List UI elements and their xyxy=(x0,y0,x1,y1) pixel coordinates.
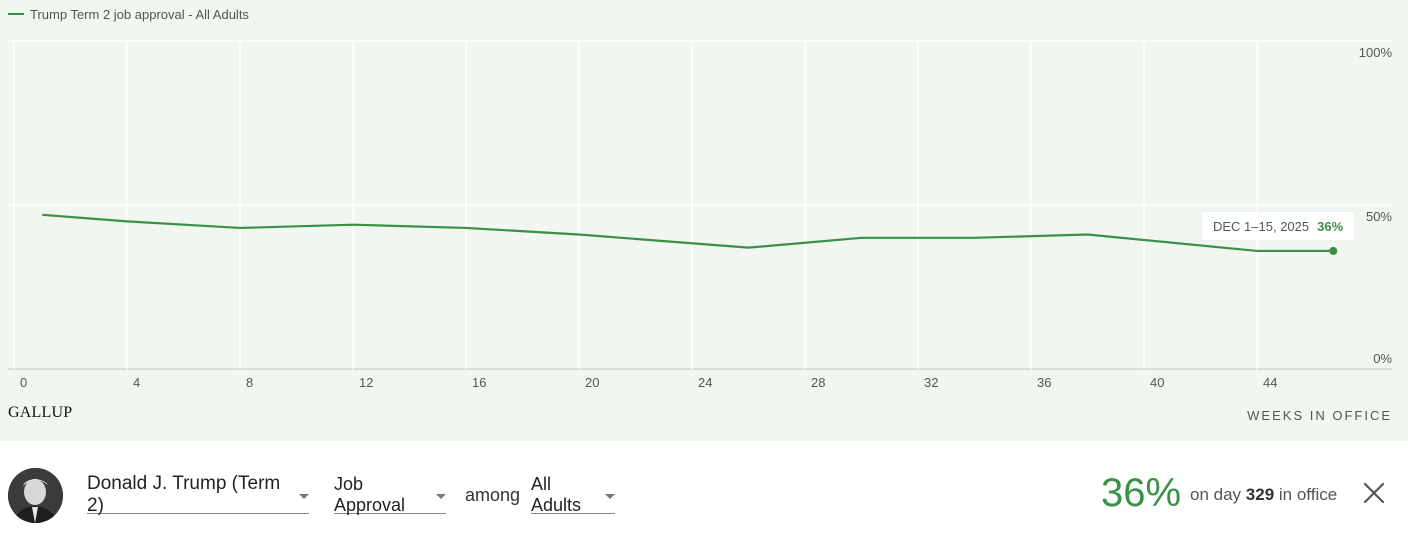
measure-select[interactable]: Job Approval xyxy=(334,474,446,515)
day-in-office-text: on day 329 in office xyxy=(1190,485,1337,505)
x-tick-label: 8 xyxy=(246,375,253,390)
legend-line-swatch xyxy=(8,13,24,15)
close-icon xyxy=(1363,482,1385,504)
chart-area: Trump Term 2 job approval - All Adults 0… xyxy=(0,0,1408,441)
y-tick-label: 50% xyxy=(1366,209,1392,224)
chevron-down-icon xyxy=(436,494,446,499)
president-select[interactable]: Donald J. Trump (Term 2) xyxy=(87,473,309,516)
x-tick-label: 20 xyxy=(585,375,599,390)
tooltip-date: DEC 1–15, 2025 xyxy=(1213,218,1310,234)
chevron-down-icon xyxy=(605,494,615,499)
x-tick-label: 36 xyxy=(1037,375,1051,390)
president-avatar xyxy=(8,468,63,523)
x-tick-label: 0 xyxy=(20,375,27,390)
president-select-value: Donald J. Trump (Term 2) xyxy=(87,473,281,516)
current-approval-value: 36% xyxy=(1101,471,1182,515)
gallup-logo: GALLUP xyxy=(8,404,73,421)
controls-bar: Donald J. Trump (Term 2) Job Approval am… xyxy=(0,441,1408,538)
close-button[interactable] xyxy=(1362,481,1386,505)
series-line xyxy=(42,213,1334,253)
x-tick-label: 4 xyxy=(133,375,140,390)
x-tick-label: 40 xyxy=(1150,375,1164,390)
x-tick-label: 44 xyxy=(1263,375,1277,390)
day-prefix: on day xyxy=(1190,485,1242,504)
x-tick-label: 28 xyxy=(811,375,825,390)
x-tick-label: 24 xyxy=(698,375,712,390)
measure-select-value: Job Approval xyxy=(334,474,406,515)
group-select-value: All Adults xyxy=(531,474,582,515)
data-tooltip: DEC 1–15, 2025 36% xyxy=(1202,212,1355,240)
y-tick-label: 100% xyxy=(1359,45,1393,60)
day-suffix: in office xyxy=(1278,485,1338,504)
y-tick-label: 0% xyxy=(1373,351,1392,366)
latest-point xyxy=(1329,246,1338,255)
group-select[interactable]: All Adults xyxy=(531,474,615,515)
tooltip-value: 36% xyxy=(1317,218,1344,234)
chevron-down-icon xyxy=(299,494,309,499)
approval-line-chart: 0 4 8 12 16 20 24 28 32 36 40 44 100% 50% 0% xyxy=(8,40,1393,390)
legend: Trump Term 2 job approval - All Adults xyxy=(8,6,249,22)
x-tick-label: 32 xyxy=(924,375,938,390)
portrait-icon xyxy=(8,468,63,523)
legend-label: Trump Term 2 job approval - All Adults xyxy=(30,6,249,22)
day-number: 329 xyxy=(1245,485,1275,504)
x-tick-label: 16 xyxy=(472,375,486,390)
among-label: among xyxy=(465,485,521,505)
x-tick-label: 12 xyxy=(359,375,373,390)
x-axis-label: WEEKS IN OFFICE xyxy=(1247,408,1392,423)
